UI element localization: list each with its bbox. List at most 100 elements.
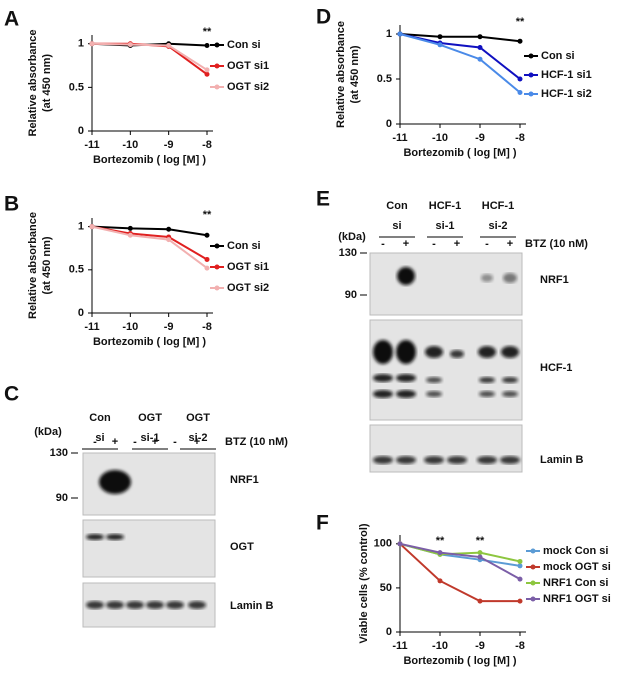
data-point bbox=[517, 563, 523, 569]
x-tick-label: -8 bbox=[515, 640, 525, 652]
x-tick-label: -10 bbox=[432, 132, 448, 144]
group-label: si-1 bbox=[436, 220, 455, 232]
treatment-sign: - bbox=[133, 436, 137, 448]
data-point bbox=[517, 76, 523, 82]
legend-label: Con si bbox=[227, 240, 261, 252]
legend-label: mock Con si bbox=[543, 545, 608, 557]
data-point bbox=[89, 41, 95, 47]
annotation: ** bbox=[203, 209, 212, 221]
data-point bbox=[204, 67, 210, 73]
treatment-sign: + bbox=[194, 436, 200, 448]
x-axis-label: Bortezomib ( log [M] ) bbox=[403, 147, 516, 159]
blot-band bbox=[503, 273, 517, 283]
y-axis-label: Relative absorbance bbox=[335, 21, 347, 128]
x-tick-label: -11 bbox=[392, 132, 407, 144]
y-tick-label: 1 bbox=[78, 221, 84, 233]
treatment-sign: + bbox=[403, 238, 409, 250]
treatment-label: BTZ (10 nM) bbox=[525, 238, 588, 250]
marker-label: 130 bbox=[339, 247, 357, 259]
data-point bbox=[517, 38, 523, 44]
legend-marker bbox=[528, 72, 534, 78]
data-point bbox=[127, 42, 133, 48]
y-tick-label: 0.5 bbox=[69, 264, 84, 276]
data-point bbox=[166, 42, 172, 48]
panel-label: D bbox=[316, 6, 331, 29]
y-tick-label: 0 bbox=[78, 125, 84, 137]
blot-band bbox=[146, 601, 164, 609]
treatment-sign: - bbox=[485, 238, 489, 250]
blot-band bbox=[426, 377, 442, 383]
legend-marker bbox=[214, 243, 220, 249]
blot-band bbox=[478, 346, 496, 358]
annotation: ** bbox=[436, 535, 445, 547]
data-point bbox=[166, 226, 172, 232]
band-label: OGT bbox=[230, 541, 254, 553]
blot-band bbox=[166, 601, 184, 609]
data-point bbox=[89, 224, 95, 230]
blot-band bbox=[502, 391, 518, 397]
series-line bbox=[91, 42, 208, 71]
data-point bbox=[437, 34, 443, 40]
data-point bbox=[204, 232, 210, 238]
blot-band bbox=[396, 340, 416, 364]
blot-band bbox=[426, 391, 442, 397]
panel-label: E bbox=[316, 188, 330, 211]
group-label: HCF-1 bbox=[429, 200, 461, 212]
group-label: si-2 bbox=[489, 220, 508, 232]
series-line bbox=[399, 33, 521, 80]
x-tick-label: -11 bbox=[392, 640, 407, 652]
blot-band bbox=[447, 456, 467, 464]
y-tick-label: 0 bbox=[78, 307, 84, 319]
y-axis-label: Relative absorbance bbox=[27, 30, 39, 137]
data-point bbox=[477, 56, 483, 62]
blot-band bbox=[86, 534, 104, 540]
legend-label: Con si bbox=[227, 39, 261, 51]
x-axis-label: Bortezomib ( log [M] ) bbox=[93, 154, 206, 166]
data-point bbox=[204, 265, 210, 271]
blot-band bbox=[397, 267, 415, 285]
band-label: NRF1 bbox=[540, 274, 569, 286]
band-label: HCF-1 bbox=[540, 362, 572, 374]
legend-marker bbox=[530, 580, 536, 586]
blot-band bbox=[479, 391, 495, 397]
group-label: OGT bbox=[186, 412, 210, 424]
legend-marker bbox=[530, 564, 536, 570]
blot-band bbox=[373, 340, 393, 364]
legend-marker bbox=[530, 596, 536, 602]
blot-band bbox=[502, 377, 518, 383]
y-tick-label: 1 bbox=[78, 38, 84, 50]
x-tick-label: -10 bbox=[122, 139, 138, 151]
x-axis-label: Bortezomib ( log [M] ) bbox=[93, 336, 206, 348]
treatment-sign: - bbox=[173, 436, 177, 448]
blot-band bbox=[500, 456, 520, 464]
blot-band bbox=[106, 534, 124, 540]
group-label: Con bbox=[386, 200, 408, 212]
annotation: ** bbox=[203, 26, 212, 38]
legend-label: OGT si2 bbox=[227, 282, 269, 294]
blot-band bbox=[396, 374, 416, 382]
treatment-sign: + bbox=[454, 238, 460, 250]
blot-band bbox=[373, 456, 393, 464]
y-axis-label: Relative absorbance bbox=[27, 212, 39, 319]
blot-band bbox=[425, 346, 443, 358]
marker-label: 90 bbox=[56, 492, 68, 504]
blot-band bbox=[450, 350, 464, 358]
treatment-sign: - bbox=[93, 436, 97, 448]
data-point bbox=[477, 45, 483, 50]
panel-label: F bbox=[316, 512, 329, 535]
legend-label: OGT si1 bbox=[227, 261, 269, 273]
x-tick-label: -9 bbox=[164, 139, 174, 151]
group-label: si-2 bbox=[189, 432, 208, 444]
series-line bbox=[399, 542, 521, 563]
y-tick-label: 0.5 bbox=[377, 73, 392, 85]
data-point bbox=[517, 90, 523, 95]
blot-band bbox=[477, 456, 497, 464]
treatment-sign: + bbox=[152, 436, 158, 448]
blot-band bbox=[373, 390, 393, 398]
x-tick-label: -10 bbox=[122, 321, 138, 333]
data-point bbox=[477, 598, 483, 604]
blot-band bbox=[188, 601, 206, 609]
legend-marker bbox=[528, 91, 534, 97]
legend-label: OGT si2 bbox=[227, 81, 269, 93]
